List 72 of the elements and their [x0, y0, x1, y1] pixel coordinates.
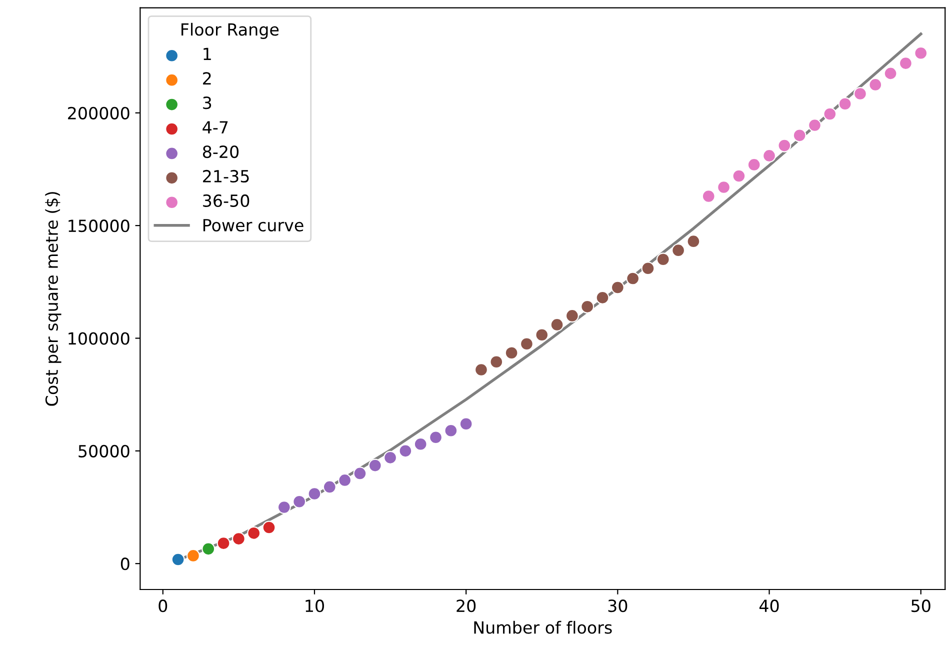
point — [792, 128, 806, 142]
point — [838, 97, 852, 111]
point — [338, 473, 352, 487]
point — [186, 548, 200, 562]
x-tick-label: 30 — [608, 600, 628, 612]
point — [641, 262, 655, 276]
point — [808, 118, 822, 132]
point — [672, 244, 686, 258]
point — [277, 500, 291, 514]
x-tick-label: 10 — [306, 600, 324, 612]
point — [747, 158, 761, 172]
legend-label: 2 — [203, 72, 211, 84]
point — [702, 189, 716, 204]
point — [717, 180, 731, 194]
point — [914, 46, 928, 60]
legend-title: Floor Range — [182, 22, 279, 39]
y-tick-label: 200000 — [68, 106, 130, 120]
point — [202, 542, 216, 556]
x-axis-title: Number of floors — [474, 620, 612, 634]
y-tick-label: 100000 — [68, 332, 130, 345]
point — [762, 148, 776, 162]
legend-label: 8-20 — [202, 145, 239, 158]
y-tick-label: 50000 — [78, 444, 130, 458]
point — [898, 56, 912, 70]
point — [292, 494, 306, 508]
point — [459, 417, 473, 431]
y-axis-title: Cost per square metre ($) — [45, 192, 62, 406]
point — [565, 308, 579, 322]
point — [262, 520, 276, 534]
point — [580, 300, 594, 314]
x-tick-label: 20 — [456, 600, 476, 612]
y-tick-label: 0 — [120, 558, 130, 570]
point — [853, 86, 867, 100]
point — [732, 169, 746, 183]
point — [596, 290, 610, 304]
point — [398, 444, 412, 458]
point — [626, 272, 640, 286]
point — [535, 328, 549, 342]
x-tick-label: 40 — [759, 600, 779, 612]
point — [308, 486, 322, 500]
y-tick-label: 150000 — [68, 220, 130, 232]
point — [414, 437, 428, 451]
legend-label: 3 — [203, 96, 212, 110]
point — [384, 450, 398, 464]
point — [171, 552, 185, 566]
point — [444, 424, 458, 438]
x-tick-label: 0 — [158, 600, 168, 612]
point — [520, 337, 534, 351]
legend-label: 21-35 — [203, 170, 249, 183]
point — [868, 78, 882, 92]
legend-label: Power curve — [203, 219, 304, 232]
point — [610, 280, 624, 294]
legend-label: 4-7 — [202, 121, 228, 134]
point — [656, 252, 670, 266]
point — [550, 318, 564, 332]
point — [884, 66, 898, 80]
legend-label: 36-50 — [203, 194, 250, 208]
point — [490, 355, 504, 369]
point — [368, 458, 382, 472]
point — [823, 107, 837, 121]
point — [322, 480, 336, 494]
point — [428, 430, 443, 444]
point — [686, 234, 700, 248]
point — [353, 466, 367, 480]
point — [216, 536, 230, 550]
point — [247, 526, 261, 540]
legend-label: 1 — [204, 48, 211, 60]
x-tick-label: 50 — [912, 600, 930, 612]
point — [778, 138, 792, 152]
point — [474, 363, 488, 377]
point — [504, 346, 518, 360]
point — [232, 532, 246, 546]
